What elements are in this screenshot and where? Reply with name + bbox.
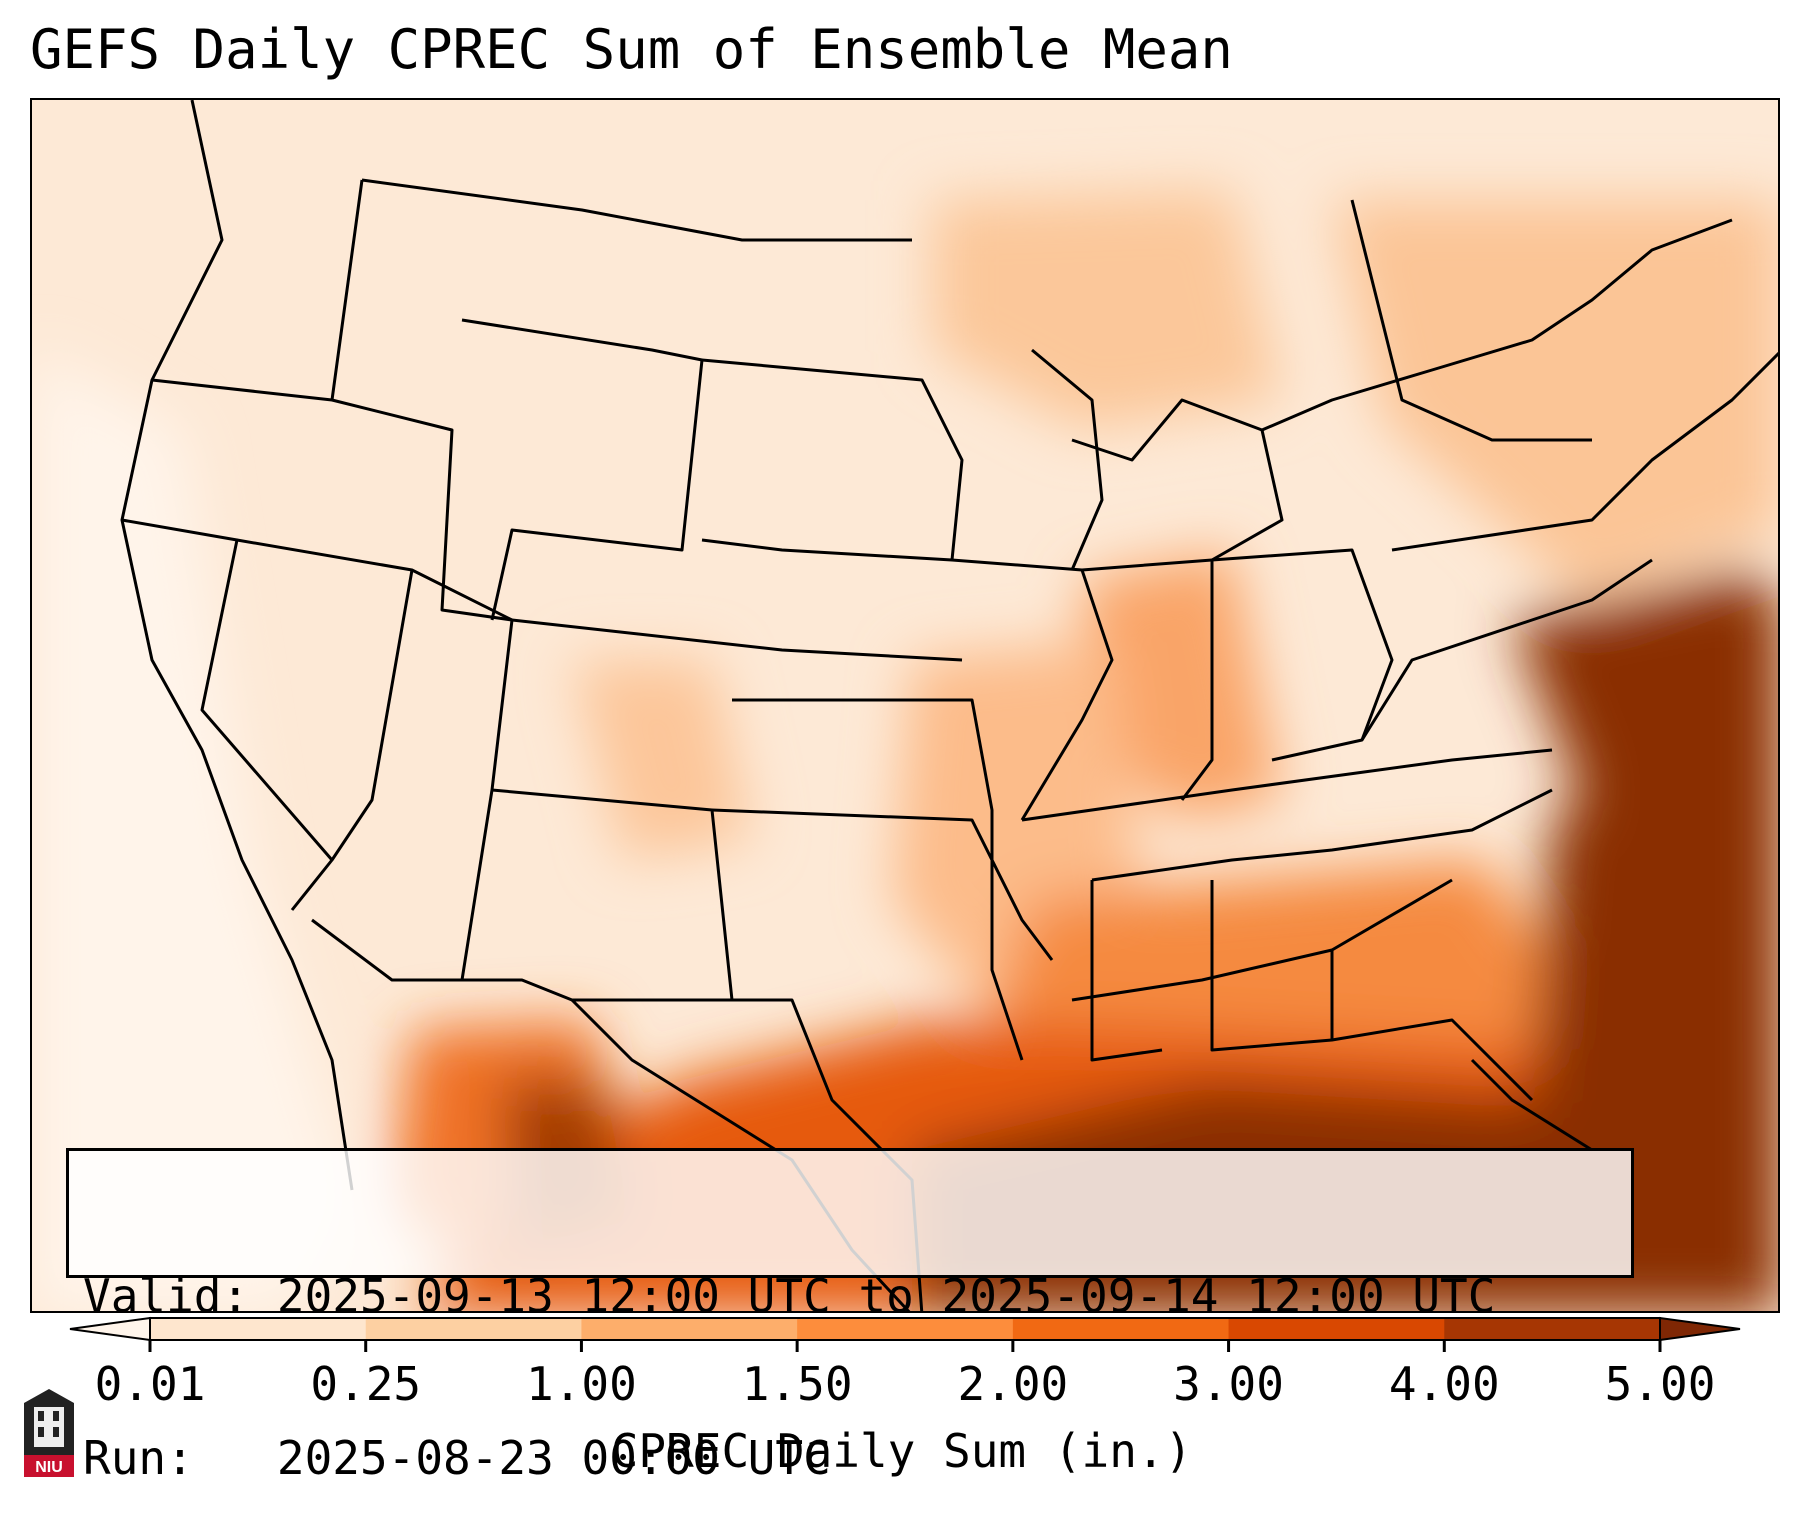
state-boundaries — [120, 100, 1778, 1311]
valid-time: 2025-09-13 12:00 UTC to 2025-09-14 12:00… — [276, 1269, 1496, 1323]
colorbar-tick-label: 2.00 — [957, 1357, 1069, 1411]
svg-text:NIU: NIU — [35, 1459, 63, 1476]
run-line: Run: 2025-08-23 00:00 UTC — [83, 1431, 1617, 1485]
colorbar-tick-label: 0.25 — [310, 1357, 422, 1411]
colorbar-segment — [1012, 1318, 1230, 1340]
precip-field — [32, 100, 1778, 1311]
niu-tower-icon: NIU — [24, 1389, 74, 1477]
colorbar-segment — [1444, 1318, 1661, 1340]
colorbar — [69, 1316, 1741, 1352]
colorbar-segment — [581, 1318, 798, 1340]
precip-shading — [32, 190, 1778, 1311]
colorbar-tick-label: 3.00 — [1173, 1357, 1284, 1411]
colorbar-tick-label: 1.50 — [741, 1357, 853, 1411]
colorbar-extend-high — [1659, 1316, 1741, 1342]
valid-label: Valid: — [83, 1269, 250, 1323]
colorbar-tick-label: 0.01 — [94, 1357, 206, 1411]
colorbar-segment — [150, 1318, 367, 1340]
run-label: Run: — [83, 1431, 250, 1485]
colorbar-segment — [797, 1318, 1014, 1340]
colorbar-segment — [1228, 1318, 1445, 1340]
colorbar-tick-label: 4.00 — [1388, 1357, 1500, 1411]
colorbar-segment — [365, 1318, 582, 1340]
colorbar-tick-label: 1.00 — [526, 1357, 637, 1411]
valid-line: Valid: 2025-09-13 12:00 UTC to 2025-09-1… — [83, 1269, 1617, 1323]
colorbar-label: CPREC Daily Sum (in.) — [610, 1424, 1193, 1478]
colorbar-tick-label: 5.00 — [1604, 1357, 1716, 1411]
validity-info-box: Valid: 2025-09-13 12:00 UTC to 2025-09-1… — [66, 1148, 1634, 1485]
run-time: 2025-08-23 00:00 UTC — [276, 1431, 831, 1485]
map-title: GEFS Daily CPREC Sum of Ensemble Mean — [30, 18, 1233, 81]
precip-map — [30, 98, 1780, 1313]
colorbar-extend-low — [69, 1316, 151, 1342]
